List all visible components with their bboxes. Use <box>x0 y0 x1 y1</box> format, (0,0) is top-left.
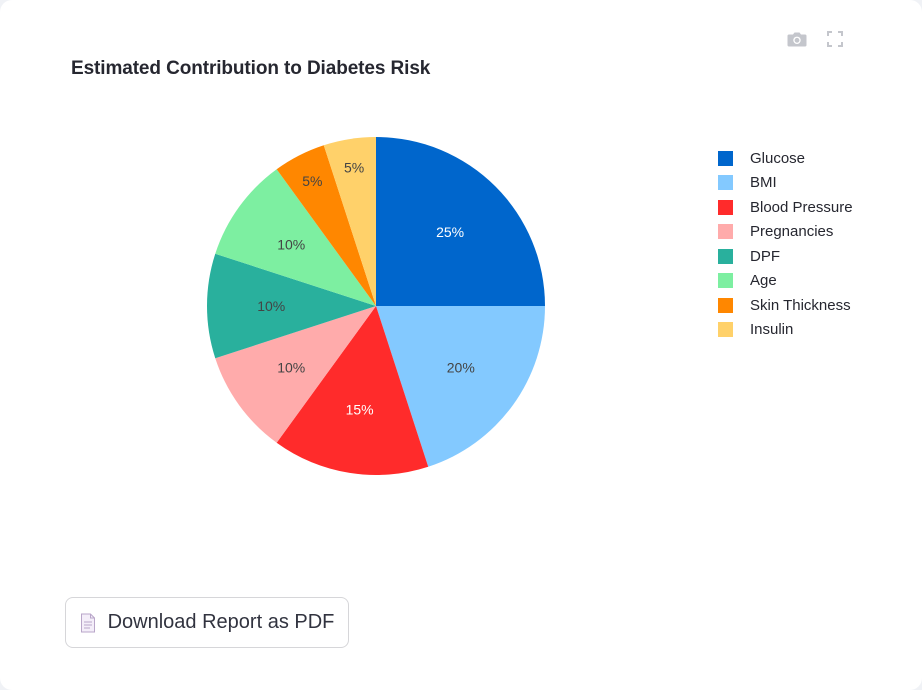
pie-label: 20% <box>447 360 475 376</box>
legend-label: Blood Pressure <box>750 198 853 216</box>
legend-swatch <box>718 248 733 264</box>
legend-swatch <box>718 199 733 215</box>
legend-swatch <box>718 322 733 338</box>
legend-swatch <box>718 224 733 240</box>
legend-item-age[interactable]: Age <box>718 269 853 294</box>
legend-label: DPF <box>750 247 780 265</box>
pie-slice-blood-pressure[interactable] <box>276 306 429 475</box>
legend-swatch <box>718 175 733 191</box>
download-button-label: Download Report as PDF <box>107 611 335 633</box>
chart-title: Estimated Contribution to Diabetes Risk <box>71 58 431 79</box>
pie-label: 10% <box>257 298 285 314</box>
legend-label: BMI <box>750 174 777 192</box>
legend-swatch <box>718 297 733 313</box>
legend-swatch <box>718 150 733 166</box>
pie-slice-dpf[interactable] <box>207 253 376 359</box>
pie-slice-insulin[interactable] <box>323 137 376 306</box>
pie-label: 5% <box>302 173 322 189</box>
legend-item-glucose[interactable]: Glucose <box>718 146 853 171</box>
legend-label: Skin Thickness <box>750 296 851 314</box>
camera-icon[interactable] <box>786 28 808 50</box>
pie-slice-age[interactable] <box>215 169 376 306</box>
legend-item-skin-thickness[interactable]: Skin Thickness <box>718 293 853 318</box>
legend-label: Insulin <box>750 321 794 339</box>
legend-item-pregnancies[interactable]: Pregnancies <box>718 220 853 245</box>
document-icon <box>80 613 95 632</box>
pie-label: 10% <box>277 360 305 376</box>
fullscreen-icon[interactable] <box>824 28 846 50</box>
legend-label: Pregnancies <box>750 223 834 241</box>
pie-label: 5% <box>344 159 364 175</box>
legend-swatch <box>718 273 733 289</box>
pie-label: 10% <box>277 236 305 252</box>
legend-item-insulin[interactable]: Insulin <box>718 318 853 343</box>
pie-slice-pregnancies[interactable] <box>215 306 376 443</box>
legend-item-bmi[interactable]: BMI <box>718 171 853 196</box>
legend-label: Glucose <box>750 149 806 167</box>
pie-slice-glucose[interactable] <box>376 137 545 306</box>
pie-slice-skin-thickness[interactable] <box>276 145 376 306</box>
pie-label: 25% <box>436 224 464 240</box>
download-pdf-button[interactable]: Download Report as PDF <box>65 597 349 648</box>
legend-item-dpf[interactable]: DPF <box>718 244 853 269</box>
chart-legend: Glucose BMI Blood Pressure Pregnancies D… <box>718 146 853 342</box>
legend-item-blood-pressure[interactable]: Blood Pressure <box>718 195 853 220</box>
pie-slice-bmi[interactable] <box>376 306 545 467</box>
pie-label: 15% <box>346 401 374 417</box>
chart-toolbar <box>786 28 846 50</box>
legend-label: Age <box>750 272 777 290</box>
